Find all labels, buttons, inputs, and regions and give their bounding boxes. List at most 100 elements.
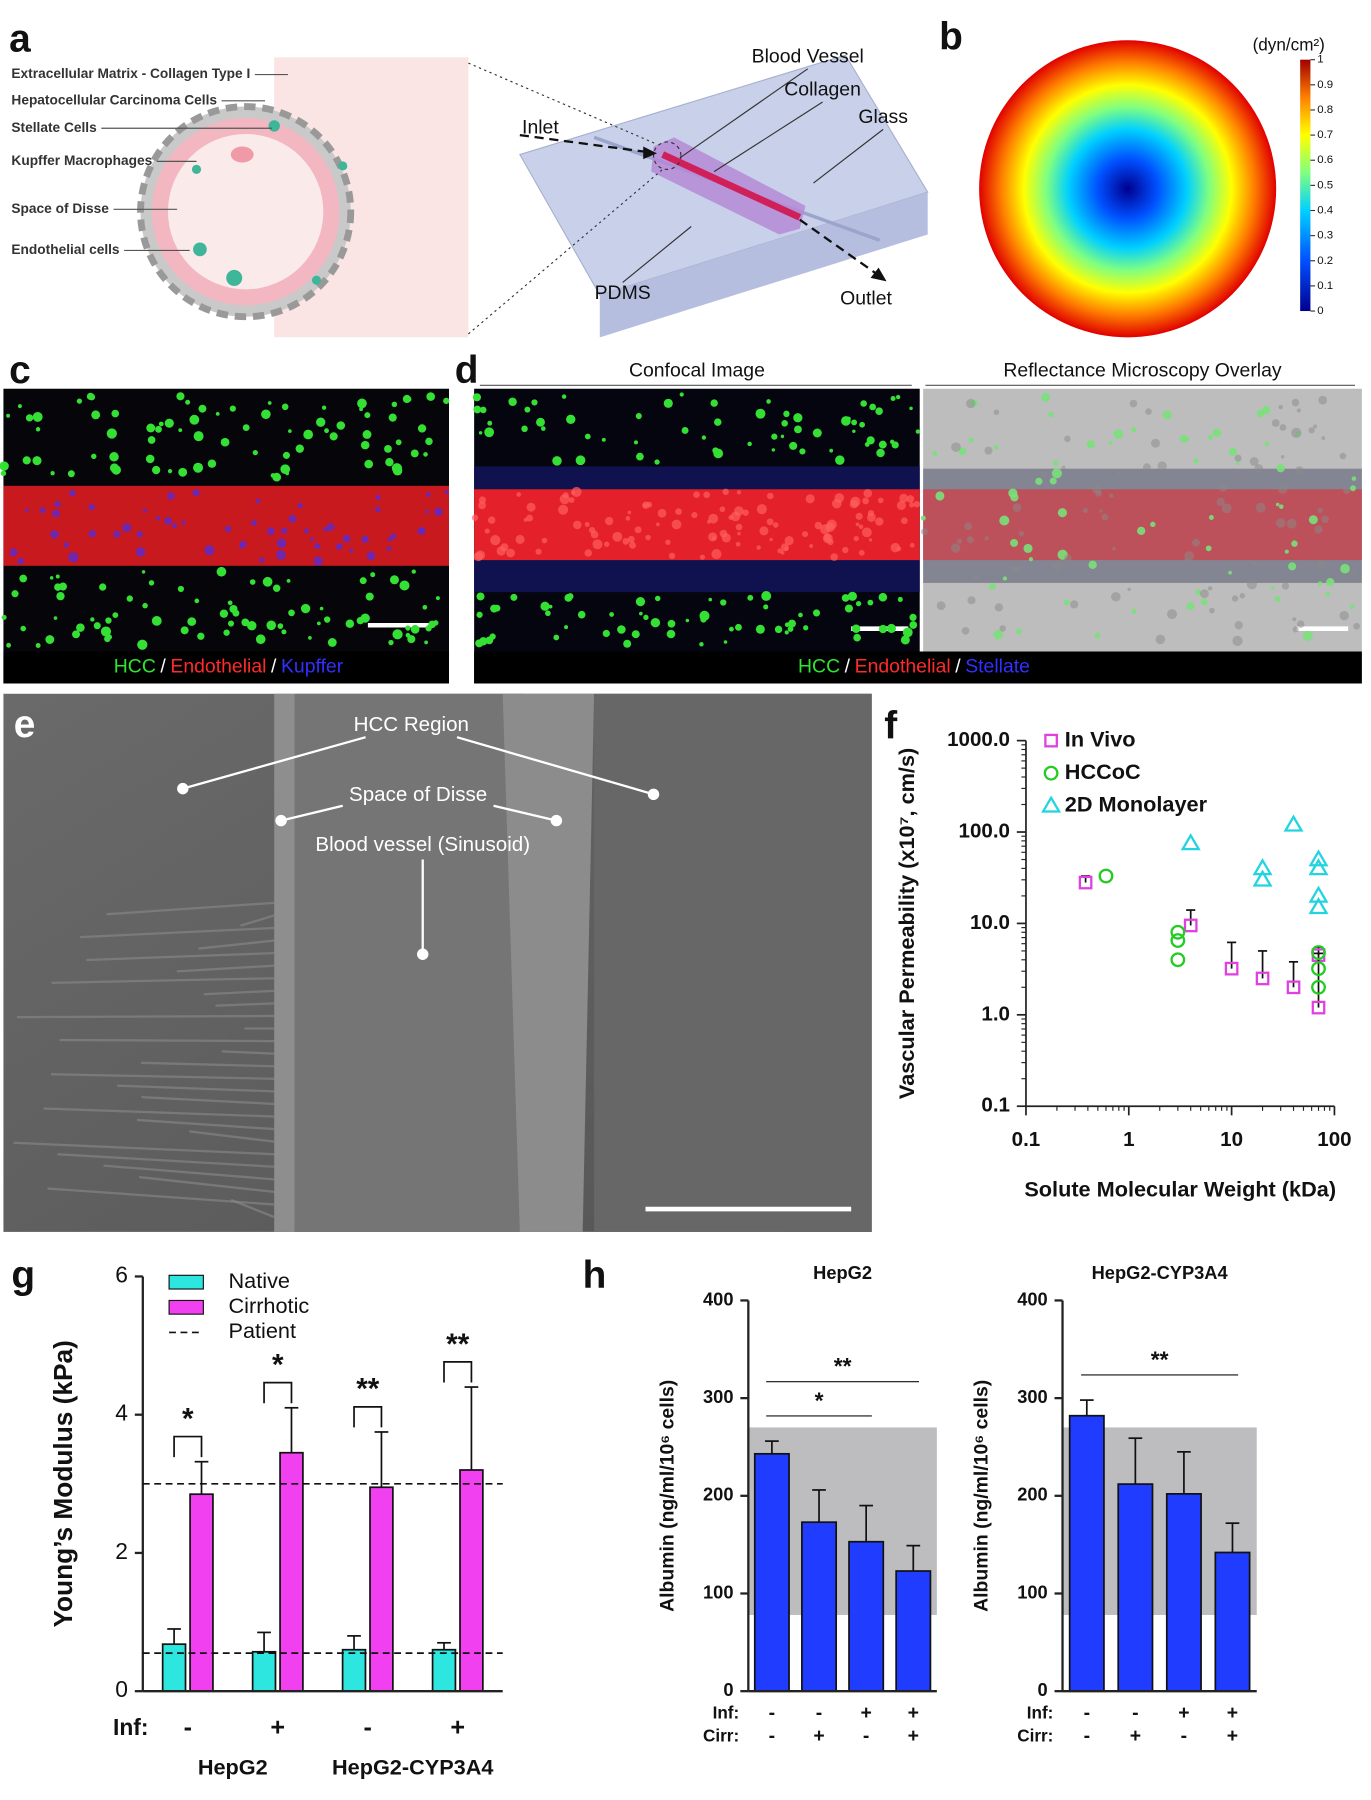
sem-stripe (103, 1164, 275, 1181)
cell-dot (1057, 508, 1068, 518)
cell-dot (735, 623, 742, 631)
marker (1308, 897, 1329, 915)
cell-dot (423, 452, 428, 457)
cell-dot (241, 618, 250, 627)
cell-dot (609, 612, 614, 617)
cell-dot (842, 546, 849, 554)
x-tick-label: 0.1 (1012, 1128, 1041, 1151)
cell-dot (266, 620, 277, 631)
cell-dot (1113, 429, 1124, 439)
cell-dot (993, 409, 1000, 416)
cell-dot (590, 530, 599, 539)
cell-dot (288, 609, 295, 617)
cell-dot (654, 595, 661, 602)
sem-stripe (16, 1014, 275, 1019)
cell-dot (345, 619, 355, 628)
cell-dot (1254, 464, 1264, 473)
significance-bracket (443, 1361, 473, 1383)
bar (1117, 1483, 1154, 1693)
cell-dot (909, 613, 917, 622)
sem-stripe (117, 1084, 275, 1093)
marker (1286, 980, 1301, 995)
cell-dot (899, 493, 909, 503)
cell-dot (6, 413, 11, 418)
cell-dot (1321, 436, 1326, 440)
cell-dot (646, 501, 653, 508)
cell-dot (1212, 428, 1222, 437)
cell-dot (239, 543, 244, 549)
cell-dot (187, 617, 197, 626)
cell-dot (867, 509, 875, 517)
cell-dot (185, 399, 191, 405)
x-tick-label: - (816, 1702, 822, 1724)
cell-dot (148, 580, 155, 586)
cell-dot (425, 437, 433, 446)
cell-dot (50, 471, 55, 476)
cell-dot (1321, 515, 1329, 524)
cell-dot (472, 393, 482, 402)
cell-dot (251, 519, 258, 526)
cell-dot (215, 411, 220, 416)
sem-label: HCC Region (354, 713, 469, 736)
marker (1044, 733, 1058, 748)
cell-dot (300, 603, 311, 614)
cell-dot (316, 621, 321, 626)
cell-dot (105, 617, 112, 624)
cell-dot (395, 439, 402, 446)
cell-dot (207, 459, 217, 468)
stain-legend: HCC / Endothelial / Stellate (798, 656, 1030, 678)
cell-dot (571, 490, 575, 495)
cell-dot (878, 440, 887, 449)
cell-dot (604, 541, 610, 547)
cell-dot (1099, 509, 1103, 513)
cell-dot (1325, 591, 1331, 597)
cell-dot (90, 617, 95, 622)
cell-dot (152, 465, 161, 475)
cell-dot (1086, 440, 1096, 449)
sem-pointers (177, 736, 660, 960)
marker (1308, 858, 1329, 876)
cell-dot (895, 394, 901, 400)
cell-dot (1343, 486, 1351, 495)
cell-dot (523, 517, 528, 522)
sem-stripe (51, 977, 275, 984)
cell-dot (735, 523, 743, 531)
cell-dot (723, 640, 728, 644)
cell-dot (487, 516, 496, 524)
cell-dot (802, 531, 809, 538)
cell-dot (0, 461, 9, 471)
schematic-label: Endothelial cells (11, 242, 120, 257)
x-tick-label: + (1227, 1725, 1238, 1747)
legend-label: Native (229, 1268, 290, 1293)
cell-dot (771, 433, 778, 440)
cell-dot (667, 619, 676, 628)
cell-dot (1064, 435, 1071, 443)
cell-dot (625, 516, 631, 521)
cell-dot (909, 621, 918, 629)
cell-dot (639, 611, 643, 616)
bar (848, 1540, 885, 1693)
cell-dot (500, 543, 509, 552)
y-tick-label: 1000.0 (947, 728, 1010, 751)
cell-dot (553, 634, 560, 641)
cell-dot (920, 528, 928, 536)
cell-dot (1232, 635, 1243, 646)
cell-dot (229, 405, 236, 412)
cell-dot (559, 494, 570, 505)
legend-swatch (168, 1299, 204, 1315)
marker (1283, 814, 1304, 832)
cell-dot (612, 531, 623, 542)
cell-dot (1271, 585, 1275, 590)
cell-dot (177, 585, 185, 593)
cell-dot (573, 520, 582, 530)
cell-dot (137, 639, 148, 650)
cell-dot (691, 512, 698, 519)
cell-dot (136, 531, 143, 538)
cell-dot (984, 536, 989, 541)
cell-dot (361, 535, 369, 543)
chip-label: Blood Vessel (752, 46, 864, 68)
stain-name: / (955, 656, 961, 678)
marker (1252, 869, 1273, 887)
cell-dot (966, 398, 976, 409)
y-tick-label: 1.0 (981, 1002, 1010, 1025)
